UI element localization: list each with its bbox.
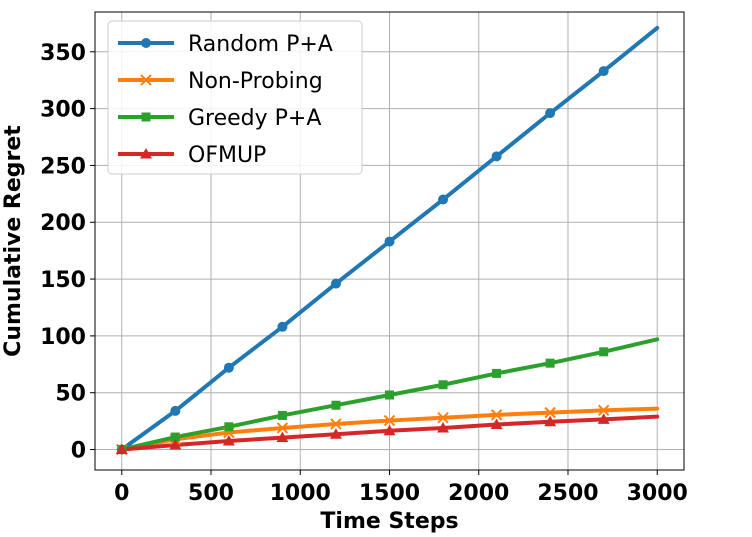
data-point-non-probing [437, 412, 449, 424]
legend-label-greedy-p-a: Greedy P+A [188, 106, 321, 131]
data-point-random-p-a [384, 236, 395, 247]
data-point-ofmup [383, 424, 396, 436]
data-point-greedy-p-a [385, 390, 394, 400]
y-tick-label: 100 [40, 325, 86, 350]
legend-label-non-probing: Non-Probing [188, 69, 323, 94]
y-tick-label: 50 [55, 382, 86, 407]
data-point-ofmup [490, 418, 503, 430]
data-point-non-probing [544, 406, 556, 419]
data-point-greedy-p-a [277, 410, 287, 420]
data-point-ofmup [544, 415, 557, 427]
x-tick-label: 2500 [537, 481, 598, 506]
x-tick-label: 3000 [627, 481, 688, 506]
legend-marker-non-probing [140, 74, 152, 86]
y-tick-label: 150 [40, 268, 86, 293]
y-tick-label: 0 [71, 439, 86, 464]
data-point-random-p-a [330, 278, 341, 289]
data-point-greedy-p-a [545, 358, 555, 368]
data-point-ofmup [222, 435, 235, 446]
data-point-random-p-a [438, 194, 449, 205]
data-point-random-p-a [170, 405, 181, 416]
data-point-non-probing [383, 414, 396, 427]
x-tick-label: 1000 [270, 481, 331, 506]
legend-label-random-p-a: Random P+A [188, 32, 333, 57]
y-tick-label: 200 [40, 211, 86, 236]
data-point-ofmup [329, 428, 342, 439]
data-point-ofmup [276, 431, 289, 443]
x-tick-label: 1500 [359, 481, 420, 506]
legend: Random P+A Non-Probing Greedy P+A OFMUP [107, 20, 363, 175]
y-tick-label: 300 [40, 98, 86, 123]
data-point-random-p-a [491, 151, 502, 162]
data-point-non-probing [490, 409, 503, 421]
y-axis-label: Cumulative Regret [1, 125, 26, 357]
data-point-greedy-p-a [331, 400, 341, 410]
data-point-greedy-p-a [438, 380, 448, 390]
legend-marker-ofmup [140, 148, 152, 159]
y-tick-label: 350 [40, 41, 86, 66]
data-point-ofmup [437, 421, 450, 433]
data-point-greedy-p-a [492, 368, 502, 378]
legend-marker-greedy-p-a [141, 112, 151, 122]
x-axis-label: Time Steps [320, 509, 458, 534]
data-point-random-p-a [223, 362, 234, 373]
data-point-greedy-p-a [170, 432, 180, 442]
data-point-ofmup [115, 443, 128, 455]
x-tick-label: 500 [188, 481, 234, 506]
data-point-random-p-a [545, 108, 556, 119]
data-point-non-probing [276, 422, 289, 434]
data-point-greedy-p-a [224, 422, 234, 432]
x-axis-ticks: 0 500 1000 1500 2000 2500 3000 [114, 470, 688, 506]
x-tick-label: 0 [114, 481, 129, 506]
legend-box [107, 20, 363, 175]
data-point-non-probing [330, 418, 342, 430]
x-tick-label: 2000 [448, 481, 509, 506]
legend-marker-random-p-a [141, 38, 151, 48]
data-point-random-p-a [277, 321, 288, 332]
legend-label-ofmup: OFMUP [188, 143, 266, 168]
y-tick-label: 250 [40, 154, 86, 179]
data-point-random-p-a [598, 66, 609, 77]
y-axis-ticks: 0 50 100 150 200 250 300 350 [40, 41, 95, 464]
series-markers [115, 66, 610, 456]
data-point-ofmup [597, 413, 610, 424]
data-point-ofmup [169, 438, 182, 450]
data-point-greedy-p-a [599, 347, 609, 357]
data-point-non-probing [597, 404, 610, 417]
